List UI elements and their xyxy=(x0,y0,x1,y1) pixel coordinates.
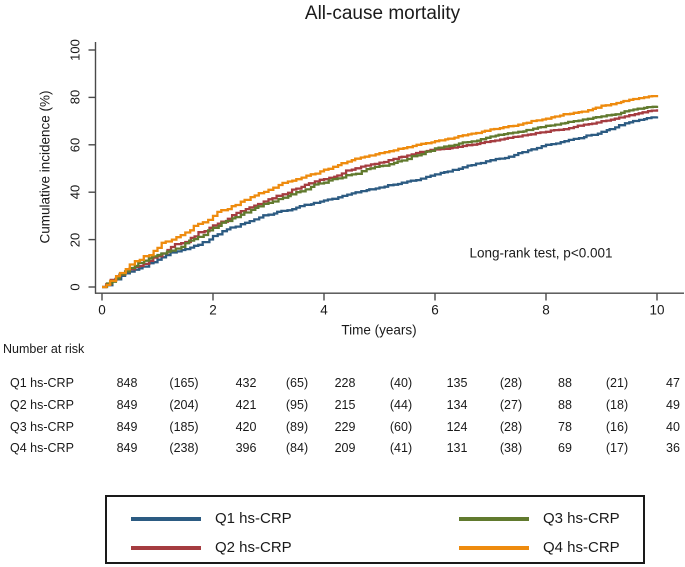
x-tick-label: 10 xyxy=(649,302,665,318)
risk-table-header: Number at risk xyxy=(3,342,85,356)
legend-label: Q3 hs-CRP xyxy=(543,510,620,527)
y-axis-title: Cumulative incidence (%) xyxy=(37,90,53,244)
risk-value: 40 xyxy=(666,420,680,434)
risk-value: 131 xyxy=(446,441,468,455)
logrank-annotation: Long-rank test, p<0.001 xyxy=(469,245,613,261)
risk-value: (89) xyxy=(285,420,309,434)
risk-value: (18) xyxy=(605,398,629,412)
legend-item: Q1 hs-CRP xyxy=(131,510,311,527)
risk-value: 432 xyxy=(235,376,257,390)
y-tick-label: 20 xyxy=(67,232,83,247)
x-tick-label: 8 xyxy=(542,302,550,318)
risk-value: (60) xyxy=(389,420,413,434)
legend-item: Q4 hs-CRP xyxy=(459,539,639,556)
legend-line-swatch xyxy=(459,546,529,550)
risk-value: 134 xyxy=(446,398,468,412)
risk-value: (40) xyxy=(389,376,413,390)
risk-value: 229 xyxy=(334,420,356,434)
risk-value: 848 xyxy=(116,376,138,390)
risk-value: (41) xyxy=(389,441,413,455)
legend-label: Q1 hs-CRP xyxy=(215,510,292,527)
risk-value: (27) xyxy=(499,398,523,412)
risk-value: 88 xyxy=(558,376,572,390)
risk-value: 215 xyxy=(334,398,356,412)
y-tick-label: 60 xyxy=(67,137,83,153)
risk-value: (44) xyxy=(389,398,413,412)
legend-label: Q4 hs-CRP xyxy=(543,539,620,556)
risk-value: 78 xyxy=(558,420,572,434)
page-title: All-cause mortality xyxy=(304,3,461,24)
risk-value: 135 xyxy=(446,376,468,390)
risk-row-label: Q1 hs-CRP xyxy=(10,376,74,390)
risk-value: 849 xyxy=(116,420,138,434)
legend-box: Q1 hs-CRP Q2 hs-CRP Q3 hs-CRP Q4 hs-CRP xyxy=(105,495,645,564)
risk-row-label: Q2 hs-CRP xyxy=(10,398,74,412)
risk-row-label: Q4 hs-CRP xyxy=(10,441,74,455)
legend-item: Q3 hs-CRP xyxy=(459,510,639,527)
legend-line-swatch xyxy=(131,517,201,521)
x-tick-label: 4 xyxy=(320,302,328,318)
risk-value: (21) xyxy=(605,376,629,390)
y-tick-label: 80 xyxy=(67,90,83,105)
risk-table-row: Q1 hs-CRP 848 (165) 432 (65) 228 (40) 135 (28) 88… xyxy=(0,374,685,392)
risk-value: (38) xyxy=(499,441,523,455)
x-axis-title: Time (years) xyxy=(341,322,417,338)
risk-value: (84) xyxy=(285,441,309,455)
risk-value: 421 xyxy=(235,398,257,412)
risk-value: (204) xyxy=(169,398,199,412)
risk-value: 849 xyxy=(116,441,138,455)
risk-value: 228 xyxy=(334,376,356,390)
risk-value: 36 xyxy=(666,441,680,455)
risk-value: 849 xyxy=(116,398,138,412)
y-tick-label: 40 xyxy=(67,184,83,200)
risk-value: (238) xyxy=(169,441,199,455)
risk-value: (28) xyxy=(499,420,523,434)
curve-q3 xyxy=(102,105,659,289)
risk-value: 396 xyxy=(235,441,257,455)
risk-value: 420 xyxy=(235,420,257,434)
risk-value: (65) xyxy=(285,376,309,390)
risk-value: (185) xyxy=(169,420,199,434)
risk-value: 124 xyxy=(446,420,468,434)
risk-value: 88 xyxy=(558,398,572,412)
risk-value: 209 xyxy=(334,441,356,455)
risk-value: 47 xyxy=(666,376,680,390)
legend-line-swatch xyxy=(459,517,529,521)
risk-value: (165) xyxy=(169,376,199,390)
legend-line-swatch xyxy=(131,546,201,550)
curve-q4 xyxy=(102,94,659,289)
y-tick-label: 0 xyxy=(67,283,83,291)
x-tick-label: 2 xyxy=(209,302,217,318)
risk-row-label: Q3 hs-CRP xyxy=(10,420,74,434)
risk-value: 49 xyxy=(666,398,680,412)
x-tick-label: 6 xyxy=(431,302,439,318)
risk-table-row: Q4 hs-CRP 849 (238) 396 (84) 209 (41) 131 (38) 69… xyxy=(0,439,685,457)
risk-value: (17) xyxy=(605,441,629,455)
y-tick-label: 100 xyxy=(67,39,83,61)
risk-value: (95) xyxy=(285,398,309,412)
legend-item: Q2 hs-CRP xyxy=(131,539,311,556)
risk-value: (28) xyxy=(499,376,523,390)
risk-value: 69 xyxy=(558,441,572,455)
risk-table-row: Q3 hs-CRP 849 (185) 420 (89) 229 (60) 124 (28) 78… xyxy=(0,418,685,436)
risk-value: (16) xyxy=(605,420,629,434)
curve-q1 xyxy=(102,116,659,289)
risk-table-row: Q2 hs-CRP 849 (204) 421 (95) 215 (44) 134 (27) 88… xyxy=(0,396,685,414)
legend-label: Q2 hs-CRP xyxy=(215,539,292,556)
curve-q2 xyxy=(102,109,659,289)
x-tick-label: 0 xyxy=(98,302,106,318)
